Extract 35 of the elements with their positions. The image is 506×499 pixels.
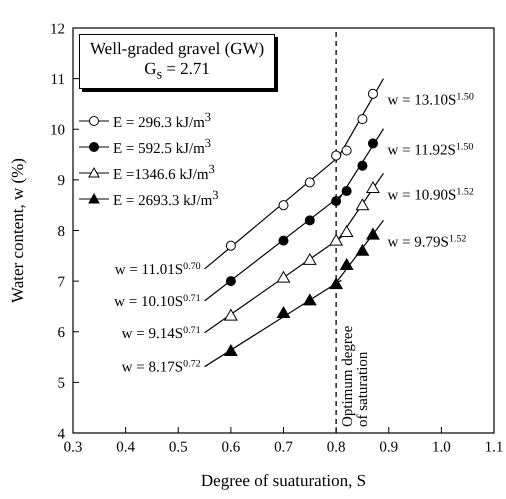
series-label: w = 8.17S$^{0.72}$ [122, 358, 201, 376]
x-tick-label: 1.0 [432, 440, 451, 456]
x-tick-label: 0.6 [222, 440, 241, 456]
x-tick-label: 0.3 [64, 440, 82, 456]
series-label: w = 11.01S$^{0.70}$ [114, 260, 201, 278]
x-tick-label: 0.9 [379, 440, 398, 456]
y-tick-label: 4 [58, 426, 66, 442]
series-label: w = 9.14S$^{0.71}$ [122, 324, 201, 342]
x-tick-label: 0.7 [274, 440, 294, 456]
series-label: w = 9.79S$^{1.52}$ [387, 232, 466, 250]
series-label: w = 13.10S$^{1.50}$ [387, 91, 474, 109]
y-tick-label: 12 [50, 21, 65, 38]
legend-label: E = 2693.3 kJ/m$^{3}$ [113, 188, 219, 209]
series-label: w = 10.10S$^{0.71}$ [114, 292, 201, 310]
y-axis-title: Water content, w (%) [8, 158, 28, 303]
y-tick-label: 10 [50, 122, 65, 139]
x-tick-label: 1.1 [484, 440, 504, 456]
x-axis-title: Degree of suaturation, S [200, 471, 366, 490]
x-tick-label: 0.5 [168, 440, 188, 456]
x-tick-label: 0.8 [326, 440, 346, 456]
series-label: w = 10.90S$^{1.52}$ [387, 186, 474, 204]
y-tick-label: 8 [58, 224, 65, 240]
legend-label: E = 296.3 kJ/m$^{3}$ [113, 110, 212, 131]
y-tick-label: 9 [58, 173, 65, 190]
y-tick-label: 6 [58, 325, 66, 342]
text: G$_{s}$ = 2.71 [144, 59, 210, 82]
y-tick-label: 5 [58, 376, 65, 392]
y-tick-label: 11 [50, 72, 65, 88]
x-tick-label: 0.4 [116, 440, 136, 456]
legend-label: E =1346.6 kJ/m$^{3}$ [113, 162, 215, 183]
text: Well-graded gravel (GW) [90, 39, 264, 58]
legend-label: E = 592.5 kJ/m$^{3}$ [113, 136, 212, 157]
series-label: w = 11.92S$^{1.50}$ [387, 141, 474, 159]
y-tick-label: 7 [58, 274, 66, 290]
ref-line-label: Optimum degree of saturation [340, 325, 372, 427]
